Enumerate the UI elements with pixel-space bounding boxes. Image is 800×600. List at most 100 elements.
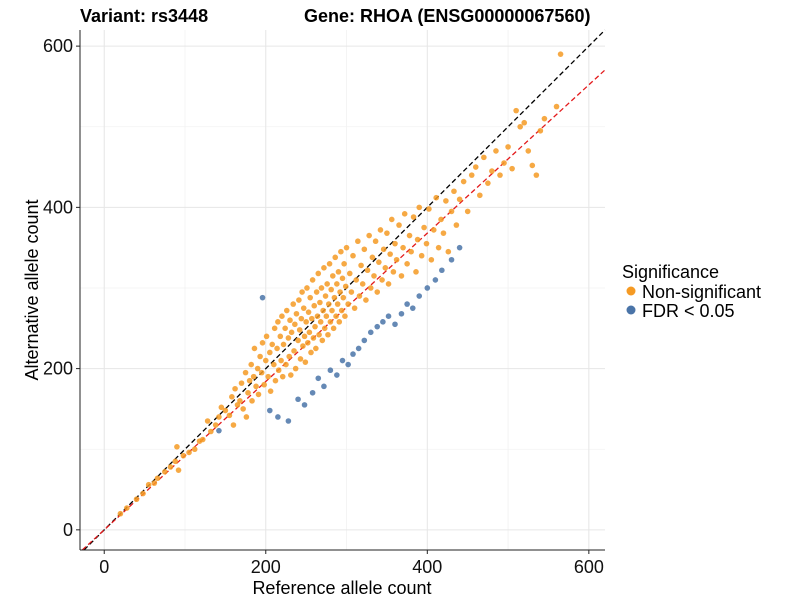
point-non-significant — [321, 265, 327, 271]
point-non-significant — [186, 449, 192, 456]
point-non-significant — [525, 148, 532, 154]
point-non-significant — [326, 260, 333, 267]
point-non-significant — [222, 407, 229, 414]
point-non-significant — [175, 467, 182, 473]
point-non-significant — [367, 285, 374, 291]
point-non-significant — [334, 301, 341, 307]
y-axis-label: Alternative allele count — [22, 199, 42, 380]
point-non-significant — [553, 103, 560, 110]
point-non-significant — [330, 273, 336, 279]
point-non-significant — [330, 325, 337, 332]
point-non-significant — [309, 315, 315, 322]
point-non-significant — [460, 178, 467, 185]
point-non-significant — [292, 365, 299, 372]
point-non-significant — [242, 369, 249, 376]
point-non-significant — [237, 398, 243, 404]
point-non-significant — [300, 343, 306, 349]
point-non-significant — [145, 481, 152, 488]
point-non-significant — [334, 281, 340, 287]
point-non-significant — [404, 260, 410, 267]
point-non-significant — [453, 222, 460, 228]
point-non-significant — [376, 259, 382, 265]
x-tick-label: 400 — [412, 557, 442, 577]
point-fdr-significant — [301, 402, 308, 408]
point-non-significant — [355, 238, 361, 245]
point-non-significant — [401, 211, 408, 217]
point-non-significant — [154, 475, 161, 482]
point-non-significant — [309, 277, 316, 283]
point-non-significant — [423, 240, 430, 247]
point-non-significant — [319, 337, 326, 344]
point-non-significant — [328, 286, 334, 293]
point-non-significant — [440, 230, 447, 236]
point-non-significant — [259, 340, 266, 346]
point-non-significant — [413, 269, 419, 275]
point-non-significant — [393, 256, 400, 263]
point-non-significant — [291, 348, 297, 354]
point-non-significant — [303, 319, 309, 325]
point-non-significant — [151, 480, 158, 486]
point-non-significant — [557, 51, 564, 57]
point-non-significant — [398, 273, 405, 279]
point-non-significant — [280, 341, 287, 348]
point-non-significant — [250, 373, 257, 380]
point-fdr-significant — [321, 383, 327, 390]
point-non-significant — [426, 206, 432, 212]
point-non-significant — [541, 115, 548, 122]
point-non-significant — [293, 310, 300, 317]
point-non-significant — [438, 216, 444, 223]
point-fdr-significant — [285, 418, 292, 424]
point-non-significant — [180, 452, 187, 459]
point-non-significant — [379, 277, 385, 283]
point-non-significant — [321, 325, 328, 332]
point-non-significant — [282, 325, 288, 332]
point-non-significant — [327, 319, 334, 325]
point-non-significant — [372, 238, 379, 245]
point-non-significant — [275, 367, 282, 374]
point-non-significant — [341, 260, 347, 267]
point-non-significant — [257, 353, 263, 360]
point-non-significant — [385, 281, 392, 287]
point-non-significant — [430, 227, 437, 233]
point-non-significant — [445, 248, 452, 255]
point-non-significant — [297, 356, 304, 362]
point-non-significant — [124, 505, 130, 511]
point-non-significant — [300, 305, 307, 311]
point-non-significant — [521, 119, 528, 126]
point-fdr-significant — [404, 301, 410, 307]
point-non-significant — [277, 333, 284, 340]
point-non-significant — [253, 383, 259, 390]
point-non-significant — [117, 510, 124, 517]
point-non-significant — [301, 333, 308, 340]
point-non-significant — [387, 251, 393, 257]
point-non-significant — [396, 222, 402, 228]
y-axis-ticks: 0 200 400 600 — [43, 36, 80, 540]
point-fdr-significant — [309, 389, 316, 396]
point-non-significant — [364, 267, 371, 274]
point-non-significant — [331, 294, 338, 301]
point-non-significant — [410, 214, 417, 220]
point-non-significant — [243, 414, 250, 420]
point-non-significant — [392, 240, 398, 247]
point-non-significant — [472, 164, 479, 170]
point-non-significant — [248, 361, 255, 368]
point-non-significant — [493, 148, 499, 154]
point-non-significant — [279, 373, 286, 380]
point-non-significant — [485, 180, 491, 186]
point-non-significant — [271, 361, 277, 368]
point-non-significant — [304, 285, 310, 291]
y-tick-label: 0 — [63, 520, 73, 540]
point-non-significant — [481, 154, 487, 161]
point-fdr-significant — [267, 407, 273, 414]
point-non-significant — [288, 372, 294, 378]
point-non-significant — [324, 281, 330, 287]
point-non-significant — [361, 246, 368, 253]
identity-line — [83, 29, 606, 551]
legend-marker-fdr-significant — [626, 305, 636, 315]
point-non-significant — [333, 313, 339, 320]
point-non-significant — [322, 293, 329, 299]
point-fdr-significant — [385, 313, 392, 320]
point-non-significant — [286, 353, 292, 360]
point-non-significant — [323, 313, 330, 320]
point-non-significant — [299, 289, 305, 295]
